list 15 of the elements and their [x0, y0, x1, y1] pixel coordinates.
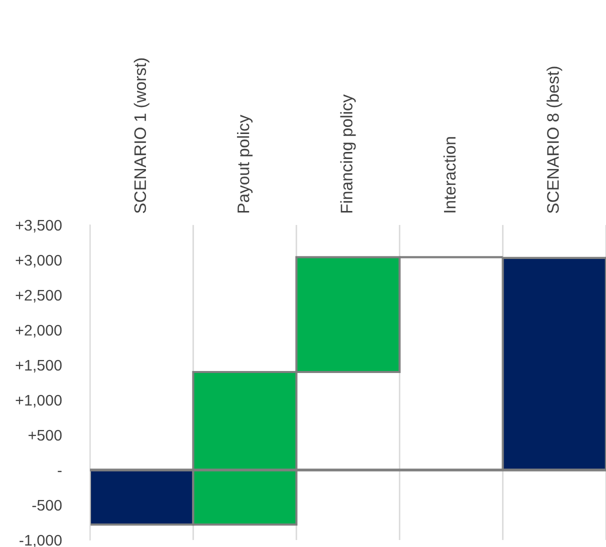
y-tick-label: -	[58, 470, 62, 472]
x-tick-label: SCENARIO 1 (worst)	[134, 58, 150, 214]
x-tick-label: Interaction	[443, 137, 456, 212]
y-tick-label: +3,500	[16, 220, 62, 232]
y-tick-label: -500	[32, 500, 62, 511]
x-tick-label: Financing policy	[340, 94, 356, 213]
y-tick-label: +2,500	[16, 290, 62, 302]
y-tick-label: +1,500	[16, 360, 62, 372]
y-tick-label: -1,000	[20, 534, 62, 547]
y-tick-label: +3,000	[16, 254, 62, 268]
x-tick-label: SCENARIO 8 (best)	[546, 66, 562, 214]
y-tick-label: +2,000	[16, 324, 62, 338]
x-tick-label: Payout policy	[237, 114, 253, 213]
y-tick-label: +1,000	[16, 394, 62, 408]
y-tick-label: +500	[28, 430, 62, 441]
